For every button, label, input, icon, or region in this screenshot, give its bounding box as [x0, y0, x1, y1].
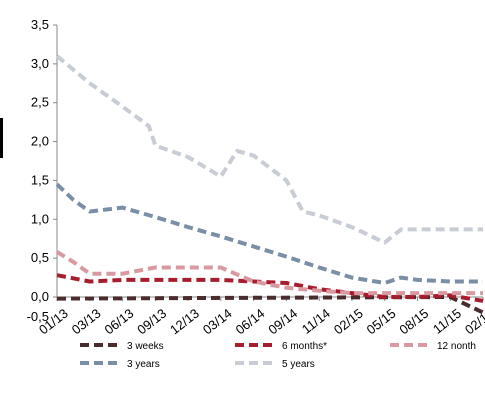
y-tick-label: 1,0	[31, 211, 49, 226]
x-tick-label: 02/15	[331, 306, 366, 338]
x-tick-label: 11/15	[430, 306, 464, 337]
x-tick-label: 12/13	[167, 306, 202, 338]
y-tick-label: 2,5	[31, 95, 49, 110]
x-tick-label: 06/13	[102, 306, 137, 338]
series-line-3-years	[55, 182, 483, 285]
x-tick-label: 03/14	[200, 306, 235, 338]
legend-label: 5 years	[282, 359, 315, 370]
y-tick-label: 1,5	[31, 172, 49, 187]
legend-label: 12 nonth	[437, 341, 476, 352]
legend-label: 3 years	[127, 359, 160, 370]
legend-label: 6 months*	[282, 341, 327, 352]
legend-label: 3 weeks	[127, 341, 164, 352]
y-tick-label: 2,0	[31, 134, 49, 149]
x-tick-label: 09/14	[265, 306, 300, 338]
x-tick-label: 09/13	[134, 306, 169, 338]
y-tick-label: -0,5	[27, 309, 49, 324]
x-tick-label: 03/13	[69, 306, 104, 338]
left-edge-bar	[0, 118, 3, 158]
y-tick-label: 3,5	[31, 17, 49, 32]
x-tick-label: 06/14	[233, 306, 268, 338]
y-tick-label: 3,0	[31, 56, 49, 71]
x-tick-label: 11/14	[299, 306, 333, 337]
series-line-6-months-	[56, 273, 484, 303]
x-tick-label: 05/15	[364, 306, 399, 338]
x-tick-label: 08/15	[396, 306, 431, 338]
series-line-5-years	[55, 54, 483, 245]
y-tick-label: 0,0	[31, 289, 49, 304]
y-tick-label: 0,5	[31, 250, 49, 265]
series-line-12-nonth	[55, 250, 483, 296]
